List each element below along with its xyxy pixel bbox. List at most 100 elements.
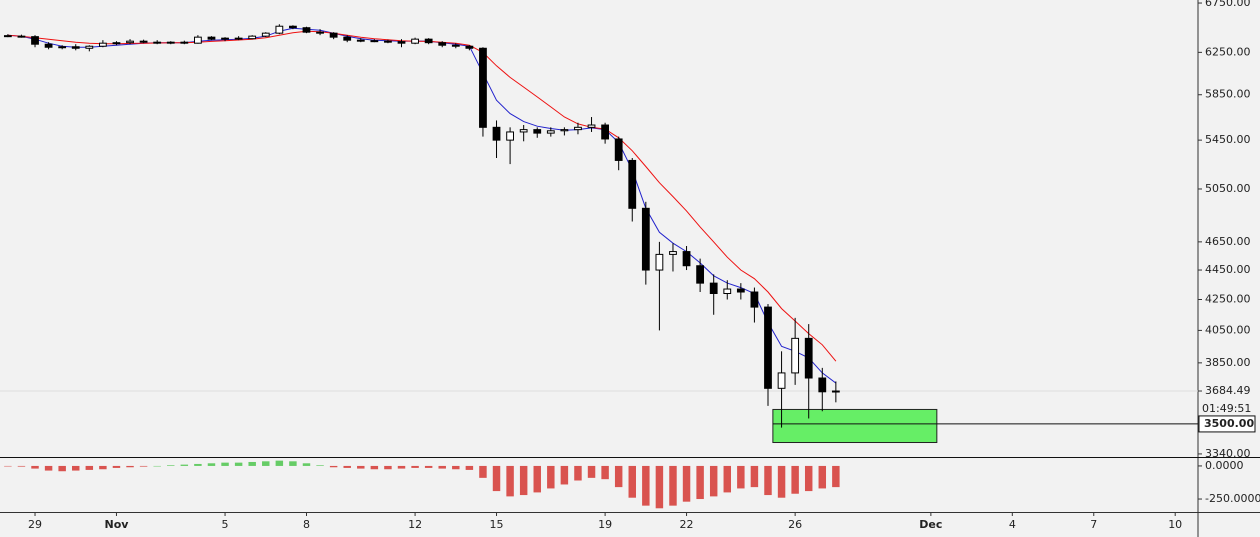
candle-body — [166, 41, 175, 44]
candle-body — [44, 43, 53, 48]
candle-body — [479, 47, 487, 128]
histogram-bar — [452, 465, 460, 470]
countdown: 01:49:51 — [1202, 402, 1251, 415]
candle-body — [302, 27, 311, 33]
candle-body — [370, 40, 379, 43]
candle-body — [641, 207, 650, 271]
candle-body — [424, 38, 433, 44]
histogram-bar — [248, 461, 256, 466]
candle-body — [221, 37, 229, 40]
histogram-bar — [818, 465, 827, 489]
histogram-bar — [832, 465, 840, 488]
candle-body — [85, 45, 94, 49]
histogram-bar — [601, 465, 609, 480]
candle-body — [696, 265, 705, 284]
candle-body — [384, 40, 392, 43]
candle-body — [709, 282, 718, 295]
candle-body — [723, 288, 732, 295]
histogram-bar — [302, 463, 311, 466]
last-price-label: 3684.49 — [1205, 384, 1251, 397]
x-tick-label: 10 — [1168, 518, 1182, 531]
y-tick-label: 4250.00 — [1205, 293, 1251, 306]
candle-body — [275, 25, 284, 34]
histogram-bar — [479, 465, 487, 478]
candle-body — [112, 42, 121, 45]
histogram-bar — [804, 465, 813, 492]
candle-body — [831, 390, 840, 393]
histogram-bar — [709, 465, 718, 497]
histogram-bar — [397, 465, 406, 469]
candle-body — [764, 306, 772, 389]
y-tick-label: 0.0000 — [1205, 459, 1244, 472]
candle-body — [139, 40, 148, 43]
histogram-bar — [221, 462, 229, 466]
x-tick-label: 15 — [490, 518, 504, 531]
candle-body — [587, 124, 596, 128]
y-tick-label: 5450.00 — [1205, 133, 1251, 146]
candle-body — [533, 129, 542, 134]
histogram-bar — [126, 465, 134, 468]
candle-body — [397, 41, 406, 44]
y-tick-label: 4450.00 — [1205, 263, 1251, 276]
histogram-bar — [682, 465, 691, 502]
histogram-bar — [370, 465, 379, 470]
histogram-bar — [519, 465, 528, 496]
histogram-bar — [574, 465, 582, 481]
histogram-bar — [329, 465, 338, 468]
histogram-bar — [696, 465, 704, 500]
histogram-bar — [357, 465, 365, 469]
moving-average — [7, 30, 837, 362]
candle-body — [750, 291, 759, 308]
histogram-bar — [17, 465, 26, 467]
histogram-bar — [99, 465, 107, 470]
histogram-bar — [234, 462, 243, 466]
candle-body — [519, 129, 528, 133]
y-tick-label: 5050.00 — [1205, 182, 1251, 195]
level-label-box — [1198, 415, 1256, 433]
candle-body — [289, 25, 297, 29]
candle-body — [777, 372, 786, 389]
candle-body — [451, 44, 460, 47]
candle-body — [31, 36, 39, 45]
histogram-bar — [628, 465, 636, 498]
candle-body — [180, 41, 189, 44]
histogram-bar — [777, 465, 786, 498]
y-tick-label: 4650.00 — [1205, 235, 1251, 248]
x-tick-label: 26 — [788, 518, 802, 531]
candle-body — [126, 40, 134, 44]
candle-body — [248, 35, 257, 40]
histogram-bar — [750, 465, 759, 488]
candle-body — [3, 35, 12, 38]
histogram-bar — [384, 465, 392, 470]
x-tick-label: 19 — [598, 518, 612, 531]
histogram-bar — [723, 465, 732, 493]
y-tick-label: 3340.00 — [1205, 447, 1251, 460]
histogram-bar — [533, 465, 541, 493]
histogram-bar — [438, 465, 446, 469]
histogram-bar — [614, 465, 623, 488]
candle-body — [601, 124, 610, 140]
candle-body — [655, 253, 664, 271]
x-tick-label: 22 — [680, 518, 694, 531]
histogram-bar — [4, 465, 12, 467]
candle-body — [98, 42, 107, 47]
candle-body — [736, 288, 745, 293]
y-tick-label: 6250.00 — [1205, 45, 1251, 58]
histogram-bar — [72, 465, 80, 471]
candle-body — [546, 130, 555, 134]
histogram-bar — [207, 463, 216, 466]
histogram-bar — [194, 463, 202, 466]
histogram-bar — [153, 465, 161, 467]
candle-body — [574, 126, 582, 131]
histogram-bar — [289, 461, 297, 466]
x-tick-label: 7 — [1090, 518, 1097, 531]
x-tick-label: 4 — [1009, 518, 1016, 531]
candle-body — [465, 45, 474, 49]
candle-body — [818, 377, 827, 393]
candle-body — [71, 46, 80, 49]
histogram-bar — [139, 465, 148, 467]
x-tick-label: 12 — [408, 518, 422, 531]
histogram-bar — [547, 465, 555, 489]
